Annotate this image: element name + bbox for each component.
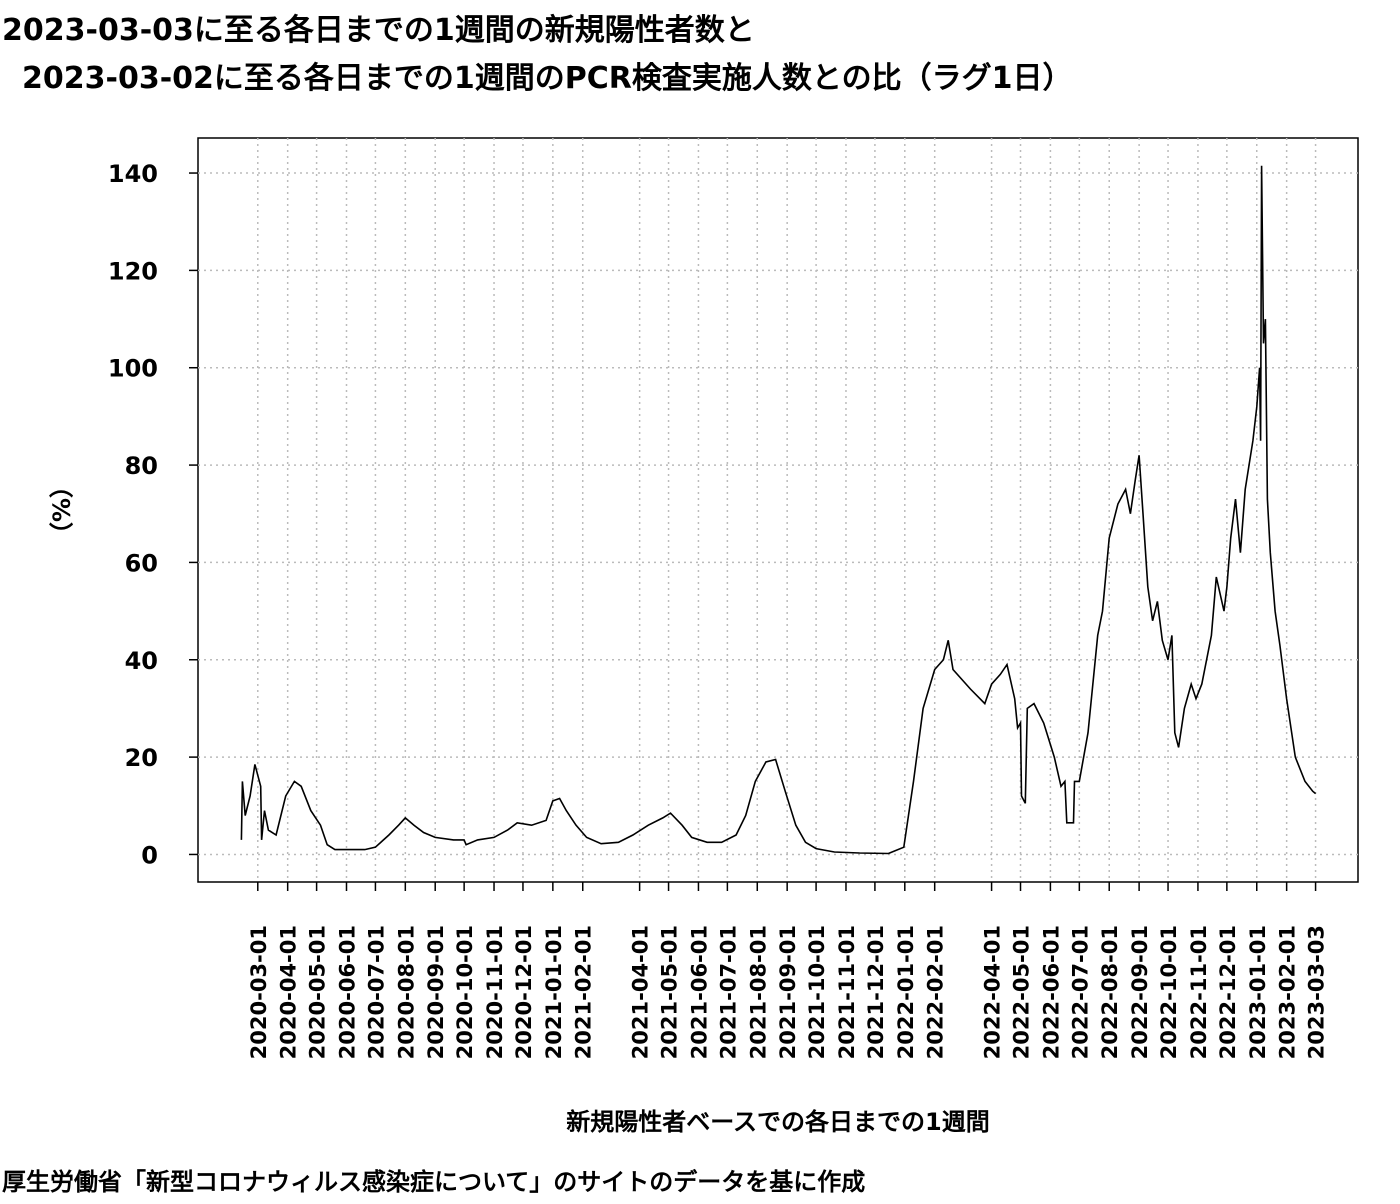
x-tick-label: 2020-07-01: [364, 925, 388, 1059]
x-tick-label: 2021-04-01: [629, 925, 653, 1059]
x-tick-label: 2022-01-01: [894, 925, 918, 1059]
y-axis-label: （%）: [48, 474, 76, 546]
y-tick-label: 80: [125, 452, 158, 480]
x-tick-label: 2020-05-01: [306, 925, 330, 1059]
y-tick-label: 20: [125, 744, 158, 772]
x-tick-label: 2020-12-01: [512, 925, 536, 1059]
x-tick-label: 2021-06-01: [687, 925, 711, 1059]
y-tick-label: 0: [141, 841, 158, 869]
x-tick-label: 2020-10-01: [453, 925, 477, 1059]
y-tick-label: 60: [125, 549, 158, 577]
x-tick-label: 2021-08-01: [746, 925, 770, 1059]
x-tick-label: 2023-01-01: [1246, 925, 1270, 1059]
x-tick-label: 2021-02-01: [572, 925, 596, 1059]
x-tick-label: 2021-01-01: [542, 925, 566, 1059]
x-tick-label: 2020-08-01: [394, 925, 418, 1059]
x-axis-label: 新規陽性者ベースでの各日までの1週間: [566, 1108, 990, 1136]
x-tick-label: 2021-05-01: [658, 925, 682, 1059]
x-tick-label: 2020-11-01: [483, 925, 507, 1059]
x-tick-label: 2023-03-03: [1305, 925, 1329, 1059]
x-tick-label: 2022-02-01: [924, 925, 948, 1059]
y-tick-label: 120: [108, 257, 158, 285]
x-tick-label: 2022-10-01: [1157, 925, 1181, 1059]
x-tick-label: 2020-03-01: [247, 925, 271, 1059]
x-tick-label: 2022-06-01: [1039, 925, 1063, 1059]
x-tick-label: 2021-10-01: [805, 925, 829, 1059]
data-line: [240, 165, 1317, 855]
y-tick-label: 40: [125, 647, 158, 675]
y-tick-label: 140: [108, 160, 158, 188]
y-tick-label: 100: [108, 355, 158, 383]
x-tick-label: 2022-05-01: [1010, 925, 1034, 1059]
x-tick-label: 2020-06-01: [335, 925, 359, 1059]
x-tick-label: 2022-08-01: [1098, 925, 1122, 1059]
x-tick-label: 2023-02-01: [1276, 925, 1300, 1059]
x-tick-label: 2022-07-01: [1068, 925, 1092, 1059]
caption: 厚生労働省「新型コロナウィルス感染症について」のサイトのデータを基に作成: [2, 1168, 865, 1196]
x-tick-label: 2021-12-01: [864, 925, 888, 1059]
chart-title: 2023-03-03に至る各日までの1週間の新規陽性者数と: [2, 13, 755, 48]
x-tick-label: 2020-04-01: [277, 925, 301, 1059]
x-tick-label: 2022-09-01: [1128, 925, 1152, 1059]
x-tick-label: 2022-04-01: [981, 925, 1005, 1059]
x-tick-label: 2021-09-01: [776, 925, 800, 1059]
x-tick-label: 2022-12-01: [1216, 925, 1240, 1059]
chart-title: 2023-03-02に至る各日までの1週間のPCR検査実施人数との比（ラグ1日）: [22, 61, 1072, 96]
x-tick-label: 2021-11-01: [835, 925, 859, 1059]
plot-frame: [197, 137, 1359, 883]
x-tick-label: 2020-09-01: [424, 925, 448, 1059]
x-tick-label: 2022-11-01: [1187, 925, 1211, 1059]
x-tick-label: 2021-07-01: [716, 925, 740, 1059]
